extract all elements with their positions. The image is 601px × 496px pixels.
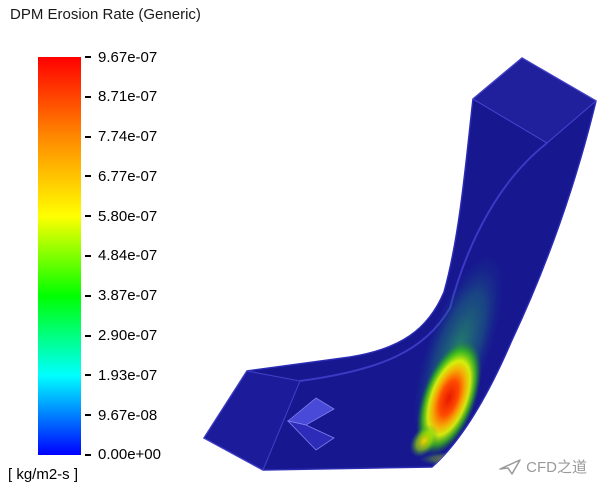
tick-label: 4.84e-07	[98, 247, 158, 265]
colorbar-tick: 9.67e-07	[85, 48, 161, 66]
colorbar-tick: 8.71e-07	[85, 88, 161, 106]
tick-mark	[85, 56, 91, 58]
tick-label: 7.74e-07	[98, 128, 158, 146]
tick-label: 2.90e-07	[98, 327, 158, 345]
colorbar-tick: 6.77e-07	[85, 167, 161, 185]
tick-mark	[85, 414, 91, 417]
tick-mark	[85, 334, 91, 337]
outlet-face	[472, 57, 597, 144]
tick-mark	[85, 215, 91, 218]
tick-label: 9.67e-07	[98, 48, 158, 66]
paper-plane-icon	[499, 458, 521, 475]
tick-mark	[85, 175, 91, 178]
tick-label: 8.71e-07	[98, 88, 158, 106]
tick-label: 5.80e-07	[98, 207, 158, 225]
page-title: DPM Erosion Rate (Generic)	[10, 6, 201, 23]
watermark: CFD之道	[498, 456, 587, 477]
colorbar-tick: 4.84e-07	[85, 247, 161, 265]
tick-mark	[85, 95, 91, 98]
inlet-face	[203, 370, 301, 471]
inlet-notch	[286, 397, 335, 451]
units-label: [ kg/m2-s ]	[8, 466, 79, 483]
tick-label: 9.67e-08	[98, 406, 158, 424]
tick-mark	[85, 135, 91, 138]
tick-mark	[85, 374, 91, 377]
watermark-label: CFD之道	[526, 459, 587, 476]
tick-label: 6.77e-07	[98, 167, 158, 185]
tick-label: 0.00e+00	[98, 446, 161, 464]
colorbar-tick: 1.93e-07	[85, 366, 161, 384]
colorbar-tick: 0.00e+00	[85, 446, 161, 464]
erosion-hotspot	[409, 253, 505, 466]
colorbar-tick: 5.80e-07	[85, 207, 161, 225]
colorbar-tick: 3.87e-07	[85, 287, 161, 305]
colorbar-ticks: 9.67e-07 8.71e-07 7.74e-07 6.77e-07 5.80…	[85, 48, 161, 464]
tick-label: 3.87e-07	[98, 287, 158, 305]
tick-mark	[85, 254, 91, 257]
tick-label: 1.93e-07	[98, 366, 158, 384]
tick-mark	[85, 294, 91, 297]
colorbar-gradient	[38, 57, 81, 455]
colorbar-tick: 2.90e-07	[85, 327, 161, 345]
tick-mark	[85, 453, 91, 456]
colorbar-tick: 7.74e-07	[85, 128, 161, 146]
colorbar-tick: 9.67e-08	[85, 406, 161, 424]
